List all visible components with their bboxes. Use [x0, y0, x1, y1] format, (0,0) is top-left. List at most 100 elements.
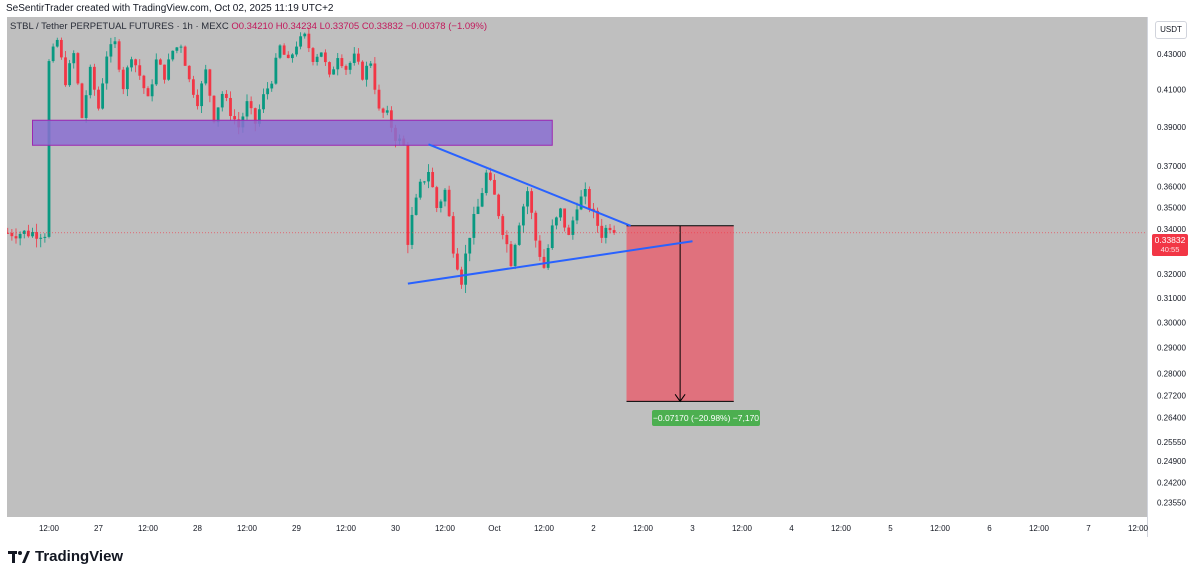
candle-body [105, 56, 109, 84]
candle-body [150, 84, 154, 97]
price-tick-label: 0.37000 [1157, 162, 1186, 171]
price-tick-label: 0.30000 [1157, 318, 1186, 327]
candle-body [229, 97, 232, 117]
candle [336, 52, 340, 76]
candle [501, 213, 505, 240]
currency-button[interactable]: USDT [1155, 21, 1187, 39]
candle-body [125, 67, 129, 90]
time-tick-label: 3 [690, 524, 695, 533]
price-tick-label: 0.41000 [1157, 86, 1186, 95]
candle-body [187, 65, 191, 80]
candle-body [608, 227, 612, 231]
candle [18, 231, 22, 246]
candle-body [31, 231, 34, 237]
candle [146, 86, 150, 97]
time-tick-label: 6 [987, 524, 992, 533]
candle-body [7, 232, 10, 234]
candle-body [596, 210, 600, 226]
candle [171, 50, 175, 62]
candle-body [253, 108, 257, 124]
price-axis[interactable] [1147, 17, 1199, 537]
candle [175, 46, 179, 54]
candle-body [418, 181, 422, 198]
candle [311, 47, 315, 66]
time-tick-label: 29 [292, 524, 301, 533]
candle [26, 224, 30, 238]
price-tick-label: 0.36000 [1157, 183, 1186, 192]
price-tick-label: 0.43000 [1157, 50, 1186, 59]
candle [43, 233, 47, 243]
candle [163, 64, 166, 84]
candle-body [571, 220, 575, 235]
candle-body [138, 65, 142, 76]
candle-body [493, 179, 496, 195]
candle [530, 188, 534, 220]
candle-body [183, 46, 187, 66]
candle-body [534, 212, 538, 241]
candle [138, 59, 142, 80]
candle [505, 230, 509, 253]
candle [604, 224, 608, 244]
candle [517, 222, 521, 246]
candle [513, 243, 517, 270]
candle-body [117, 41, 121, 70]
candle [468, 237, 472, 262]
candle-body [460, 269, 463, 285]
price-tick-label: 0.24200 [1157, 478, 1186, 487]
candle [208, 68, 212, 103]
candle-body [361, 61, 364, 80]
candle [521, 203, 525, 233]
candle-body [14, 236, 18, 239]
time-tick-label: 7 [1086, 524, 1091, 533]
candle-body [175, 47, 179, 51]
candle [509, 241, 513, 267]
candle [10, 229, 14, 241]
candle-body [579, 196, 583, 210]
candle [130, 56, 133, 72]
candle-body [26, 230, 30, 237]
candle [323, 49, 327, 66]
candle [22, 230, 26, 239]
candle-body [455, 253, 459, 270]
candle-body [554, 217, 558, 226]
candle-body [447, 189, 451, 217]
candle [451, 211, 455, 258]
price-tick-label: 0.28000 [1157, 370, 1186, 379]
candle-body [365, 65, 369, 80]
candle [480, 187, 484, 208]
last-price-tag: 0.33832 40:55 [1152, 234, 1188, 256]
candle-body [220, 93, 224, 108]
candle-body [505, 234, 509, 245]
candle [179, 44, 183, 53]
time-tick-label: 5 [888, 524, 893, 533]
candle-body [257, 109, 261, 124]
candle [319, 52, 323, 58]
candle-body [484, 172, 488, 194]
legend-close: C0.33832 [361, 21, 404, 32]
candle-body [274, 57, 278, 84]
triangle-lower-trendline [407, 240, 693, 285]
price-tick-label: 0.23550 [1157, 499, 1186, 508]
legend-low: L0.33705 [319, 21, 360, 32]
time-axis[interactable] [7, 517, 1147, 537]
target-arrow-head [674, 394, 686, 403]
time-tick-label: 12:00 [1029, 524, 1050, 533]
candle [295, 41, 298, 57]
candle [567, 224, 571, 236]
candle-body [604, 227, 608, 238]
time-tick-labels: 12:00 27 12:00 28 12:00 29 12:00 30 12:00 Oct 12:0… [39, 524, 1149, 533]
measurement-label[interactable]: −0.07170 (−20.98%) −7,170 [652, 410, 760, 426]
price-tick-label: 0.27200 [1157, 391, 1186, 400]
candle-body [233, 116, 237, 120]
time-tick-label: 12:00 [633, 524, 654, 533]
time-tick-label: Oct [488, 524, 501, 533]
candle-body [575, 209, 579, 221]
symbol-legend[interactable]: STBL / Tether PERPETUAL FUTURES · 1h · M… [10, 21, 487, 32]
candle-body [109, 44, 113, 57]
candle [365, 61, 369, 87]
candle-body [167, 59, 171, 80]
candle-body [10, 232, 14, 237]
candle [200, 81, 204, 114]
candle [262, 88, 265, 114]
